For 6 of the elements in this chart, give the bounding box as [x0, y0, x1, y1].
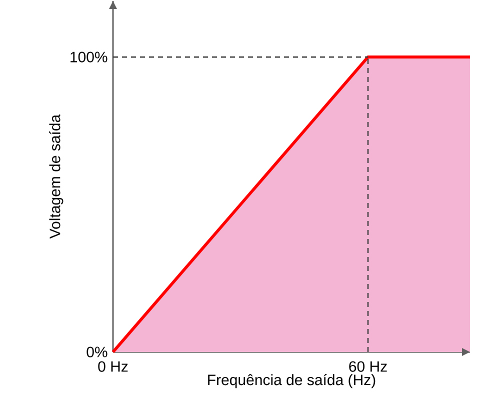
y-axis-title: Voltagem de saída — [49, 114, 64, 239]
x-axis-title: Frequência de saída (Hz) — [208, 374, 376, 388]
x-tick-label: 60 Hz — [349, 361, 387, 372]
y-tick-label: 0% — [86, 346, 108, 358]
x-tick-label: 0 Hz — [98, 361, 128, 372]
y-tick-label: 100% — [70, 52, 108, 62]
